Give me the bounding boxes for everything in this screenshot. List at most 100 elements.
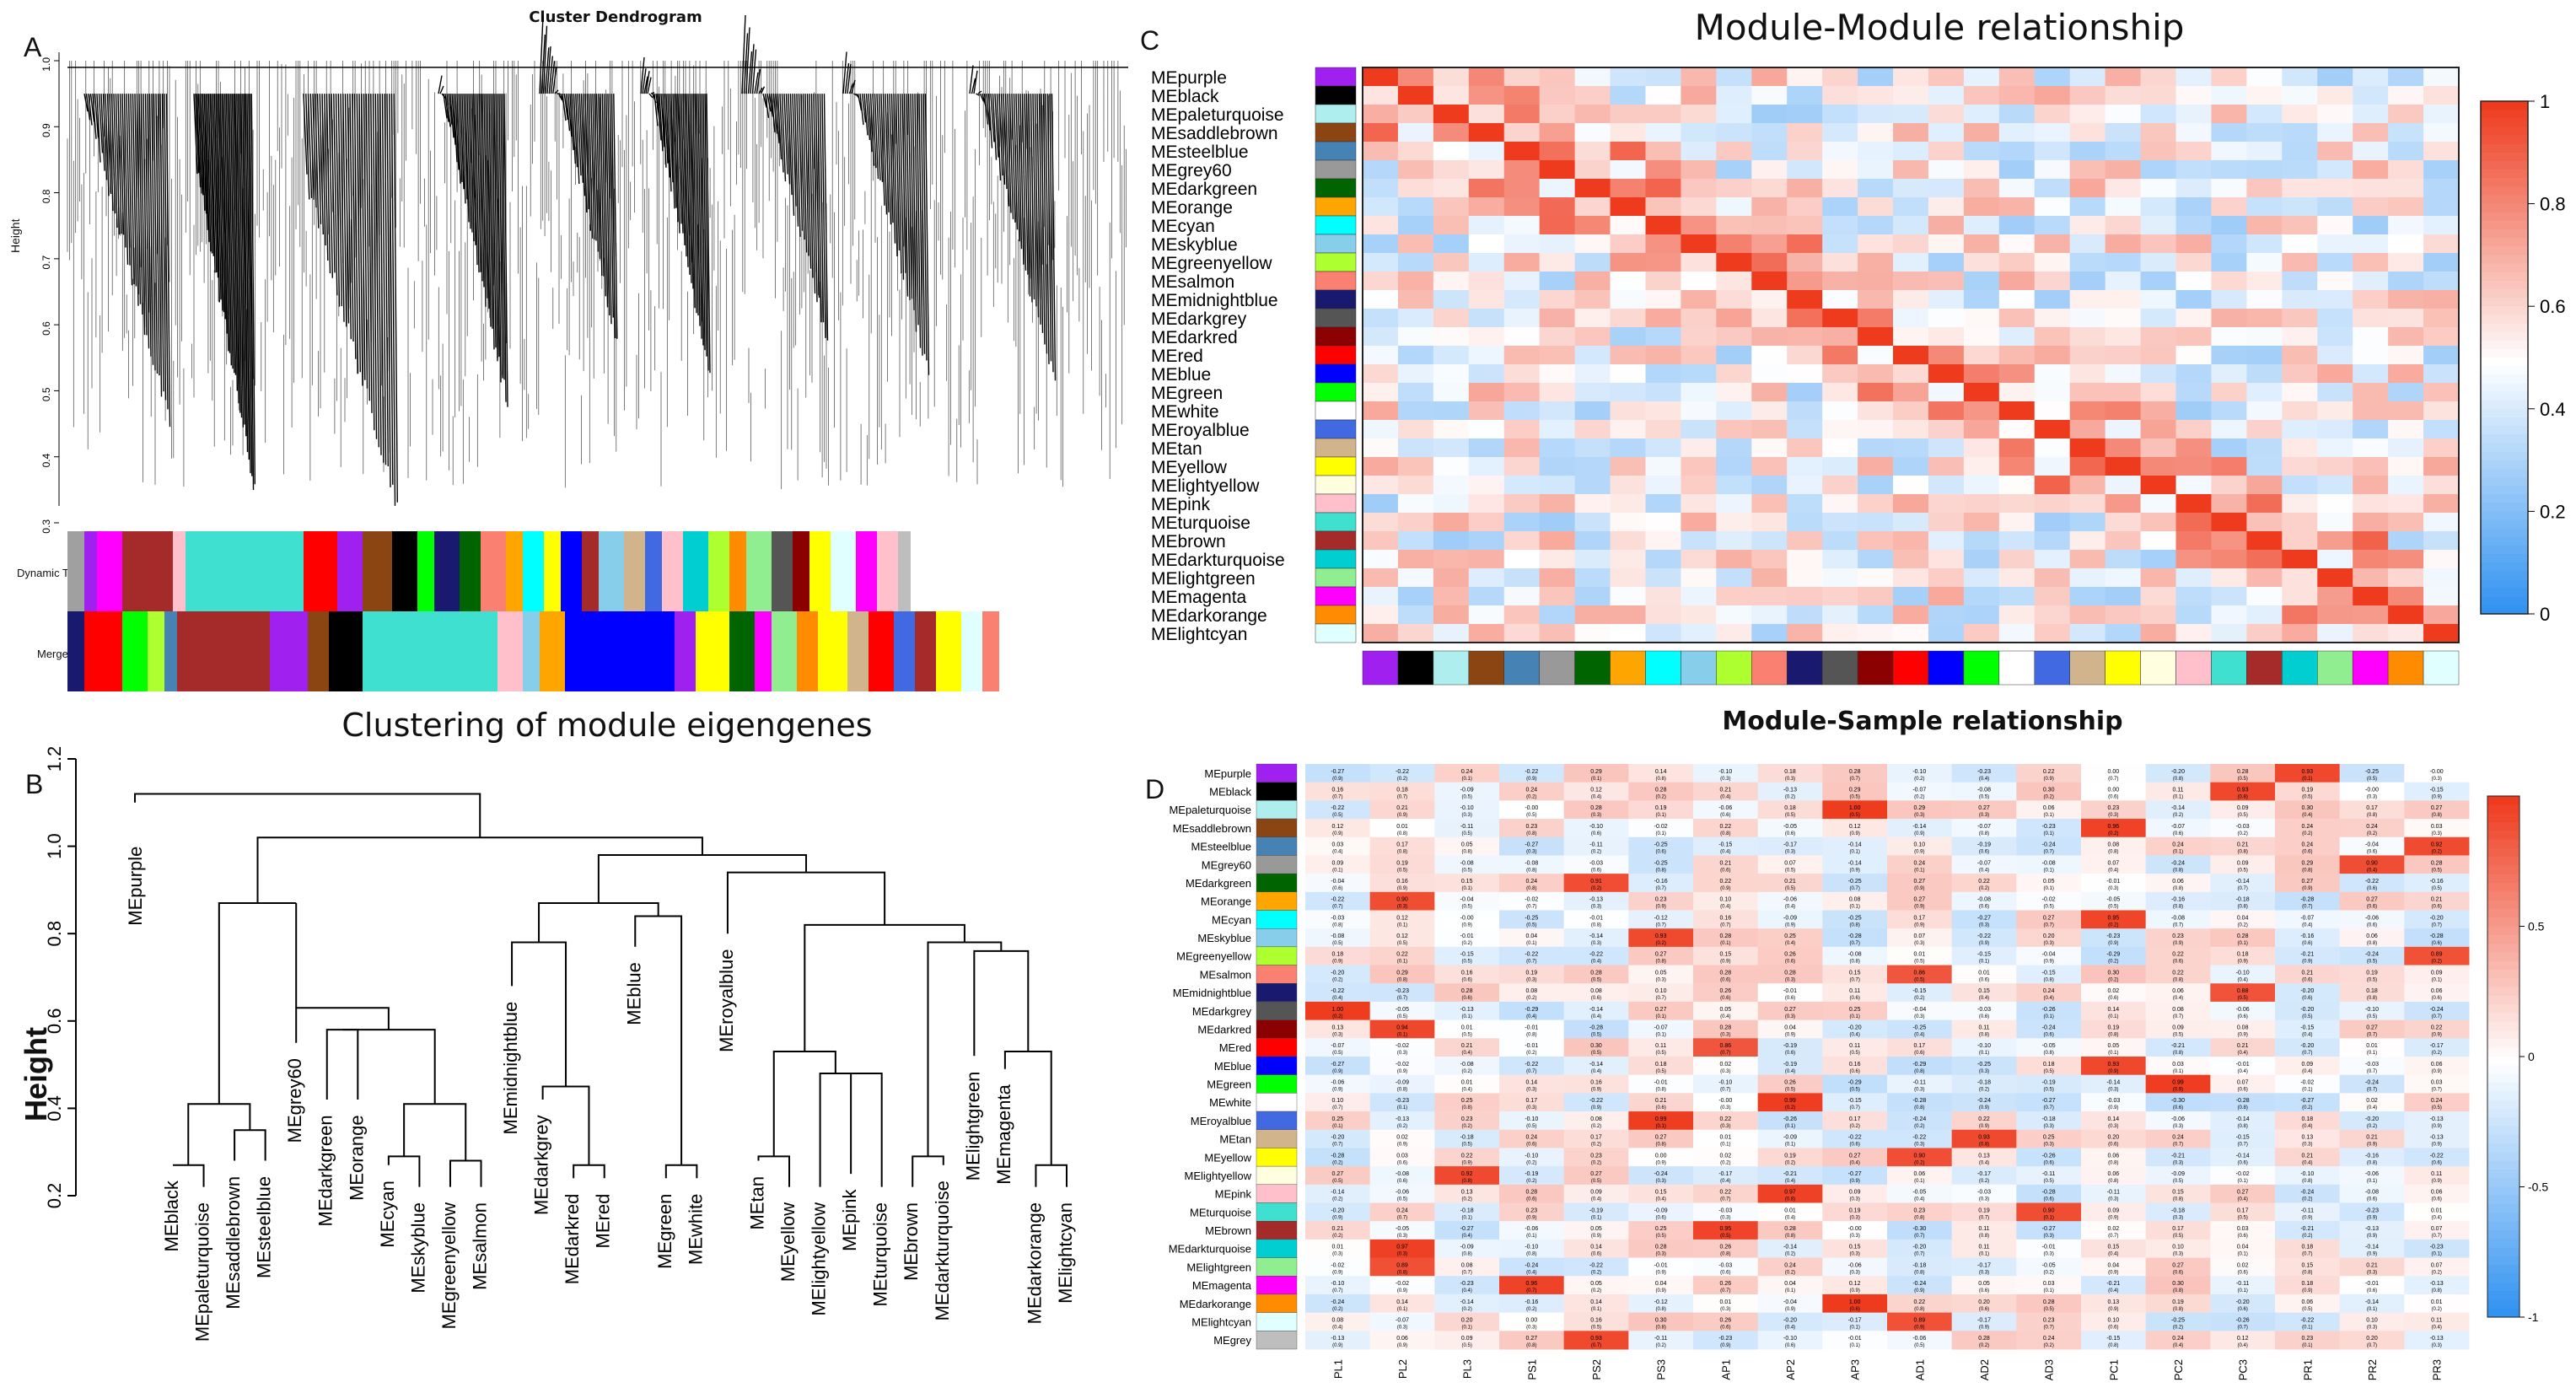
- cell-value-d: 0.93: [1590, 1336, 1602, 1342]
- cell-pvalue-d: (0.3): [1720, 1032, 1730, 1037]
- merged-colors-block: [148, 611, 164, 691]
- cell-value-d: 0.21: [2237, 1043, 2249, 1049]
- heatmap-cell-c: [2105, 309, 2142, 328]
- cell-value-d: -0.13: [1460, 1007, 1474, 1013]
- leaf-label-MEgreenyellow: MEgreenyellow: [438, 1202, 460, 1330]
- cell-value-d: -0.26: [2236, 1317, 2250, 1323]
- heatmap-cell-c: [2353, 383, 2389, 402]
- colorbar-step-c: [2481, 383, 2528, 393]
- cell-value-d: -0.07: [2171, 824, 2185, 830]
- panel-letter-a: A: [24, 32, 42, 62]
- cell-pvalue-d: (0.3): [1655, 1179, 1665, 1184]
- heatmap-cell-d: [2275, 1294, 2341, 1314]
- heatmap-cell-d: [1822, 800, 1888, 820]
- heatmap-cell-d: [1305, 800, 1371, 820]
- heatmap-cell-d: [1369, 1331, 1435, 1350]
- heatmap-cell-d: [1693, 800, 1759, 820]
- cell-value-d: -0.03: [2365, 1062, 2379, 1068]
- cell-value-d: 0.22: [1720, 824, 1732, 830]
- heatmap-cell-c: [1893, 142, 1929, 161]
- cell-value-d: -0.16: [2430, 879, 2444, 885]
- cell-pvalue-d: (0.6): [2237, 1270, 2247, 1275]
- heatmap-cell-c: [1610, 568, 1646, 588]
- heatmap-cell-c: [2353, 401, 2389, 421]
- cell-pvalue-d: (0.9): [2431, 795, 2441, 800]
- cell-value-d: -0.01: [1525, 1025, 1538, 1030]
- cell-pvalue-d: (0.8): [1461, 1105, 1471, 1111]
- heatmap-cell-d: [1628, 836, 1694, 856]
- cell-value-d: 0.14: [1396, 1299, 1408, 1305]
- cell-value-d: -0.25: [1525, 915, 1538, 921]
- heatmap-cell-d: [1628, 1294, 1694, 1314]
- cluster-branch-a: [303, 94, 398, 506]
- heatmap-cell-d: [1887, 782, 1953, 801]
- cell-value-d: -0.11: [1460, 824, 1474, 830]
- heatmap-cell-c: [2353, 587, 2389, 606]
- cell-pvalue-d: (0.5): [2237, 777, 2247, 782]
- heatmap-cell-d: [1757, 1148, 1823, 1167]
- cell-pvalue-d: (0.9): [1914, 886, 1924, 891]
- heatmap-cell-c: [2034, 272, 2071, 291]
- cell-pvalue-d: (0.4): [1332, 996, 1342, 1001]
- cell-value-d: -0.14: [2236, 1153, 2250, 1159]
- heatmap-cell-d: [1757, 782, 1823, 801]
- heatmap-cell-c: [2246, 605, 2283, 625]
- cell-pvalue-d: (0.8): [2302, 1270, 2312, 1275]
- heatmap-cell-c: [2388, 401, 2424, 421]
- cell-pvalue-d: (0.1): [2108, 1014, 2118, 1019]
- cell-pvalue-d: (0.9): [2108, 1215, 2118, 1220]
- cell-value-d: -0.20: [2300, 1043, 2314, 1049]
- cell-value-d: -0.04: [1460, 897, 1474, 903]
- cell-pvalue-d: (0.1): [2431, 1252, 2441, 1257]
- heatmap-cell-c: [1503, 587, 1541, 606]
- heatmap-cell-c: [1787, 197, 1823, 217]
- heatmap-cell-d: [1369, 965, 1435, 984]
- cell-value-d: -0.16: [1525, 1299, 1538, 1305]
- cell-value-d: 0.16: [1396, 879, 1408, 885]
- colorbar-step-c: [2481, 288, 2528, 298]
- heatmap-cell-c: [1787, 494, 1823, 514]
- cell-value-d: -0.03: [1331, 915, 1344, 921]
- heatmap-cell-c: [1503, 624, 1541, 643]
- cell-value-d: 0.06: [1396, 1336, 1408, 1342]
- cell-value-d: 0.28: [2431, 860, 2443, 866]
- col-color-c: [2211, 650, 2247, 686]
- cell-pvalue-d: (0.9): [2043, 777, 2053, 782]
- heatmap-cell-c: [1645, 476, 1681, 495]
- cell-pvalue-d: (0.2): [1591, 1160, 1601, 1165]
- heatmap-cell-d: [2275, 800, 2341, 820]
- colorbar-step-d: [2487, 1057, 2520, 1066]
- cell-value-d: 0.02: [2108, 988, 2120, 994]
- cell-value-d: -0.26: [2042, 1153, 2056, 1159]
- heatmap-cell-c: [2423, 624, 2460, 643]
- cell-pvalue-d: (0.2): [1914, 996, 1924, 1001]
- cell-pvalue-d: (0.3): [1785, 850, 1795, 855]
- cell-value-d: 0.03: [2431, 1080, 2443, 1086]
- heatmap-cell-c: [2069, 605, 2106, 625]
- heatmap-cell-c: [1751, 420, 1788, 439]
- cell-pvalue-d: (0.6): [1655, 1105, 1665, 1111]
- heatmap-cell-c: [1539, 587, 1576, 606]
- cell-pvalue-d: (0.2): [1720, 1160, 1730, 1165]
- col-color-c: [1362, 650, 1399, 686]
- heatmap-cell-c: [1858, 105, 1894, 124]
- heatmap-cell-d: [1757, 983, 1823, 1003]
- cell-pvalue-d: (0.6): [2367, 1197, 2377, 1202]
- heatmap-cell-d: [2145, 1038, 2211, 1057]
- heatmap-cell-d: [2404, 819, 2470, 838]
- heatmap-cell-c: [1397, 457, 1434, 476]
- heatmap-cell-d: [2210, 855, 2276, 874]
- cell-pvalue-d: (0.4): [2108, 1252, 2118, 1257]
- cell-pvalue-d: (0.8): [1914, 1307, 1924, 1312]
- cell-pvalue-d: (0.7): [1461, 1270, 1471, 1275]
- cell-pvalue-d: (0.8): [2173, 905, 2183, 910]
- heatmap-cell-c: [1433, 179, 1470, 198]
- heatmap-cell-c: [2353, 272, 2389, 291]
- heatmap-cell-d: [1951, 1074, 2017, 1094]
- cell-value-d: -0.16: [2300, 933, 2314, 939]
- colorbar-step-d: [2487, 857, 2520, 866]
- cell-value-d: 0.18: [2043, 1062, 2055, 1068]
- heatmap-cell-d: [2081, 782, 2147, 801]
- cell-pvalue-d: (0.9): [2302, 1215, 2312, 1220]
- heatmap-cell-c: [2423, 86, 2460, 105]
